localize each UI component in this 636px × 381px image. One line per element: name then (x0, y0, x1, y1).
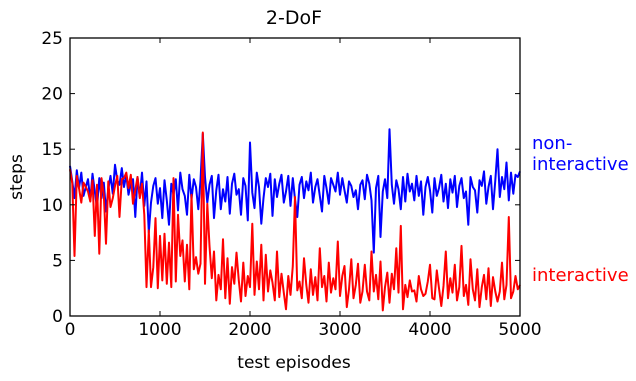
x-tick-label: 3000 (318, 320, 361, 340)
x-tick-label: 4000 (408, 320, 451, 340)
x-tick-label: 2000 (228, 320, 271, 340)
y-tick-label: 25 (41, 29, 63, 49)
series-label-non-interactive: non-interactive (532, 133, 629, 175)
series-layer (69, 128, 521, 312)
chart-title: 2-DoF (266, 7, 322, 29)
series-label-interactive: interactive (532, 265, 629, 286)
y-tick-label: 0 (52, 307, 63, 327)
plot-frame (69, 37, 521, 317)
y-axis-title: steps (7, 154, 27, 200)
x-axis-title: test episodes (237, 353, 351, 373)
x-tick-label: 5000 (498, 320, 541, 340)
y-tick-label: 5 (52, 251, 63, 271)
series-label-layer: non-interactive interactive (532, 133, 629, 286)
y-tick-label: 10 (41, 196, 63, 216)
x-tick-label: 0 (65, 320, 76, 340)
y-tick-label: 20 (41, 85, 63, 105)
series-line-interactive (69, 131, 521, 312)
y-tick-label: 15 (41, 140, 63, 160)
ticks-layer: 0 1000 2000 3000 4000 5000 0 5 10 15 20 25 (41, 29, 541, 340)
x-tick-label: 1000 (138, 320, 181, 340)
